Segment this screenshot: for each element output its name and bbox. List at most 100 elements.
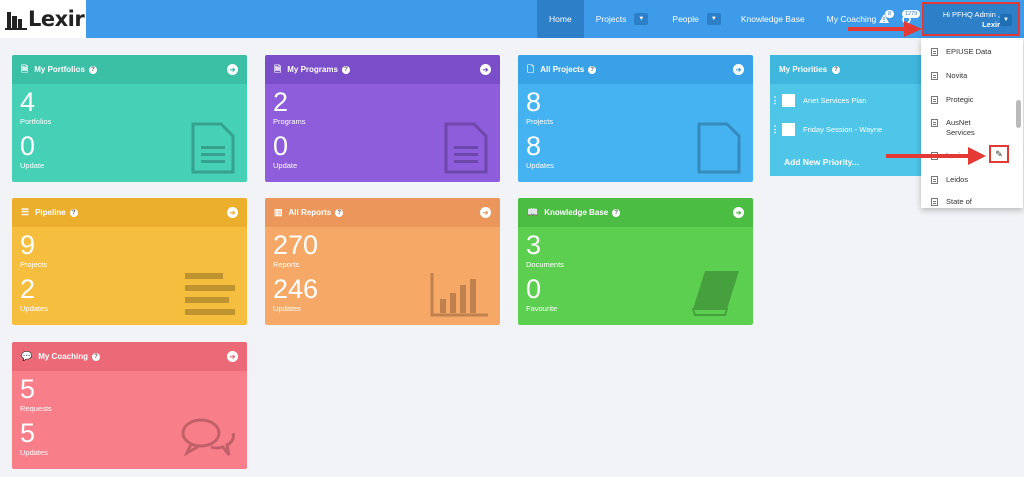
help-icon[interactable]: ? <box>92 352 100 361</box>
book-watermark-icon <box>691 271 739 316</box>
priority-checkbox[interactable] <box>782 93 795 107</box>
favourite-count: 0 <box>526 274 542 304</box>
alerts-count-badge: 8 <box>885 10 895 18</box>
dropdown-item[interactable]: Leidos <box>921 175 1013 185</box>
card-all-projects: 🗋 All Projects ? ➔ 8 Projects 8 Updates <box>518 55 753 182</box>
portfolios-count: 4 <box>20 87 36 117</box>
top-navbar: Lexir Home Projects ▼ People ▼ Knowledge… <box>0 0 1024 38</box>
programs-update-count: 0 <box>273 131 289 161</box>
arrow-right-icon[interactable]: ➔ <box>733 207 744 218</box>
arrow-right-icon[interactable]: ➔ <box>480 207 491 218</box>
chat-watermark-icon <box>181 418 235 457</box>
document-watermark-icon <box>444 122 488 174</box>
help-icon[interactable]: ? <box>88 65 97 74</box>
add-priority-link[interactable]: Add New Priority... <box>784 157 859 167</box>
logo-text: Lexir <box>28 7 85 31</box>
user-caret-icon[interactable]: ▼ <box>1000 14 1012 26</box>
card-title: My Portfolios <box>34 65 85 74</box>
arrow-right-icon[interactable]: ➔ <box>733 64 744 75</box>
nav-people[interactable]: People <box>672 14 699 24</box>
pipeline-update-label: Updates <box>20 304 48 313</box>
priority-item[interactable]: ⋮ Anet Services Plan <box>770 88 950 112</box>
card-title: All Projects <box>540 65 585 74</box>
user-org: Lexir <box>982 20 1000 29</box>
arrow-right-icon[interactable]: ➔ <box>227 207 238 218</box>
help-icon[interactable]: ? <box>612 208 621 217</box>
nav-knowledge-base[interactable]: Knowledge Base <box>740 14 805 24</box>
annotation-arrow-icon <box>848 21 922 37</box>
drag-handle-icon[interactable]: ⋮ <box>770 94 780 105</box>
programs-count: 2 <box>273 87 289 117</box>
help-icon[interactable]: ? <box>335 208 344 217</box>
documents-label: Documents <box>526 260 564 269</box>
programs-label: Programs <box>273 117 306 126</box>
card-title: Pipeline <box>35 208 66 217</box>
portfolios-label: Portfolios <box>20 117 52 126</box>
building-icon <box>931 48 938 56</box>
help-icon[interactable]: ? <box>832 65 841 74</box>
chat-icon: 💬 <box>21 351 33 361</box>
projects-update-label: Updates <box>526 161 554 170</box>
card-title: My Coaching <box>38 352 88 361</box>
reports-update-count: 246 <box>273 274 319 304</box>
card-my-coaching: 💬 My Coaching ? ➔ 5 Requests 5 Updates <box>12 342 247 469</box>
priority-item[interactable]: ⋮ Friday Session - Wayne <box>770 117 950 141</box>
messages-count-badge: 1279 <box>902 10 921 18</box>
alerts-button[interactable]: 8 <box>876 0 898 38</box>
nav-projects[interactable]: Projects <box>595 14 627 24</box>
logo[interactable]: Lexir <box>0 0 86 38</box>
arrow-right-icon[interactable]: ➔ <box>227 351 238 362</box>
file-icon: 🗋 <box>527 63 535 74</box>
help-icon[interactable]: ? <box>69 208 78 217</box>
pipeline-update-count: 2 <box>20 274 36 304</box>
portfolios-update-label: Update <box>20 161 45 170</box>
dropdown-item[interactable]: EPIUSE Data <box>921 47 1013 57</box>
arrow-right-icon[interactable]: ➔ <box>227 64 238 75</box>
edit-pencil-icon[interactable]: ✎ <box>989 145 1009 163</box>
dropdown-item[interactable]: State of <box>921 197 1013 207</box>
card-pipeline: ☰ Pipeline ? ➔ 9 Projects 2 Updates <box>12 198 247 325</box>
help-icon[interactable]: ? <box>588 65 597 74</box>
document-icon: 🗎 <box>21 63 29 74</box>
building-icon <box>931 176 938 184</box>
dropdown-item[interactable]: Novita <box>921 71 1013 81</box>
file-watermark-icon <box>697 122 741 174</box>
card-my-programs: 🗎 My Programs ? ➔ 2 Programs 0 Update <box>265 55 500 182</box>
priority-checkbox[interactable] <box>782 122 795 136</box>
logo-building-icon <box>5 8 27 30</box>
alert-icon <box>879 14 889 23</box>
dropdown-scrollbar[interactable] <box>1016 100 1021 128</box>
projects-caret-icon[interactable]: ▼ <box>634 13 649 25</box>
document-icon: 🗎 <box>274 63 282 74</box>
card-title: My Programs <box>287 65 338 74</box>
priority-label: Friday Session - Wayne <box>803 124 883 134</box>
card-knowledge-base: 📖 Knowledge Base ? ➔ 3 Documents 0 Favou… <box>518 198 753 325</box>
card-title: All Reports <box>288 208 332 217</box>
coaching-update-label: Updates <box>20 448 48 457</box>
reports-update-label: Updates <box>273 304 301 313</box>
reports-count: 270 <box>273 230 319 260</box>
help-icon[interactable]: ? <box>341 65 350 74</box>
coaching-update-count: 5 <box>20 418 36 448</box>
book-icon: 📖 <box>527 207 539 217</box>
pipeline-count: 9 <box>20 230 36 260</box>
arrow-right-icon[interactable]: ➔ <box>480 64 491 75</box>
nav-my-coaching[interactable]: My Coaching <box>826 14 877 24</box>
people-caret-icon[interactable]: ▼ <box>706 13 721 25</box>
priorities-title: My Priorities <box>779 65 828 74</box>
reports-label: Reports <box>273 260 300 269</box>
card-all-reports: ▥ All Reports ? ➔ 270 Reports 246 Update… <box>265 198 500 325</box>
favourite-label: Favourite <box>526 304 558 313</box>
document-watermark-icon <box>191 122 235 174</box>
portfolios-update-count: 0 <box>20 131 36 161</box>
nav-home[interactable]: Home <box>537 0 584 38</box>
user-menu[interactable]: Hi PFHQ Admin , Lexir ▼ <box>922 2 1020 36</box>
requests-label: Requests <box>20 404 52 413</box>
dropdown-item[interactable]: AusNet Services <box>921 118 991 138</box>
priority-label: Anet Services Plan <box>803 95 867 105</box>
projects-update-count: 8 <box>526 131 542 161</box>
list-watermark-icon <box>185 273 235 315</box>
building-icon <box>931 119 938 127</box>
drag-handle-icon[interactable]: ⋮ <box>770 123 780 134</box>
dropdown-item[interactable]: Protegic <box>921 95 1013 105</box>
